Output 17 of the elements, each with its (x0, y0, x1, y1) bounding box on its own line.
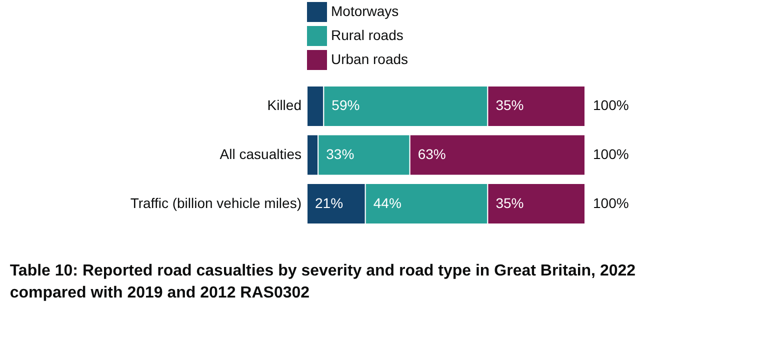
data-label: 21% (315, 194, 344, 211)
legend-label: Rural roads (331, 27, 404, 43)
data-label: 33% (326, 146, 354, 162)
text: Table 10: Reported road casualties by severity and road type in Great Britain, 2022 compared with 2019 and 2012 RAS0302 (10, 262, 636, 302)
data-label: 35% (496, 97, 524, 114)
data-label: 44% (373, 194, 402, 211)
data-label: 35% (496, 194, 524, 211)
y-tick-label: Traffic (billion vehicle miles) (130, 194, 302, 211)
total-label: 100% (593, 194, 629, 211)
y-tick-label: All casualties (220, 146, 302, 162)
total-label: 100% (593, 97, 629, 114)
legend-label: Urban roads (331, 51, 408, 67)
data-label: 59% (332, 97, 360, 114)
y-tick-label: Killed (267, 97, 302, 114)
data-label: 63% (418, 146, 446, 162)
total-label: 100% (593, 146, 629, 162)
legend-label: Motorways (331, 3, 399, 19)
